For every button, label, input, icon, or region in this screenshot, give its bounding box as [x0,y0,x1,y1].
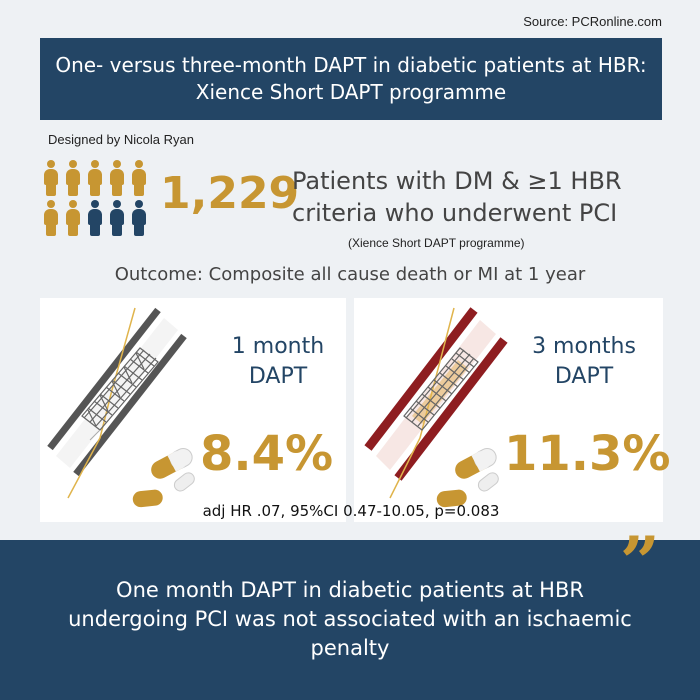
conclusion-text: One month DAPT in diabetic patients at H… [68,578,632,660]
arm-duration: 3 months [532,334,636,359]
arm-event-rate: 8.4% [200,426,334,482]
person-icon [110,200,124,236]
arm-label: 1 month DAPT [208,332,348,392]
arm-duration: 1 month [231,334,325,359]
arm-therapy: DAPT [554,364,614,389]
person-icon [110,160,124,196]
patient-icon-grid [44,160,154,238]
outcome-statement: Outcome: Composite all cause death or MI… [114,264,586,285]
three-month-card: 3 months DAPT 11.3% [354,298,671,522]
person-icon [132,200,146,236]
person-icon [88,200,102,236]
one-month-card: 1 month DAPT 8.4% [40,298,346,522]
title-banner: One- versus three-month DAPT in diabetic… [40,38,662,120]
arm-event-rate: 11.3% [504,426,671,482]
designer-credit: Designed by Nicola Ryan [48,132,194,147]
person-icon [132,160,146,196]
infographic-title: One- versus three-month DAPT in diabetic… [55,53,647,104]
person-icon [66,200,80,236]
programme-note: (Xience Short DAPT programme) [348,236,525,250]
source-credit: Source: PCRonline.com [523,14,662,29]
hazard-ratio-stats: adj HR .07, 95%CI 0.47-10.05, p=0.083 [202,502,500,520]
person-icon [44,200,58,236]
conclusion-panel [0,540,700,700]
patient-count: 1,229 [160,168,300,219]
quote-icon: ” [619,521,660,604]
stent-vessel-illustration [364,307,508,508]
patient-description: Patients with DM & ≥1 HBR criteria who u… [292,167,622,227]
arm-therapy: DAPT [248,364,308,389]
person-icon [88,160,102,196]
stent-vessel-illustration [47,307,195,508]
arm-label: 3 months DAPT [514,332,654,392]
person-icon [44,160,58,196]
person-icon [66,160,80,196]
